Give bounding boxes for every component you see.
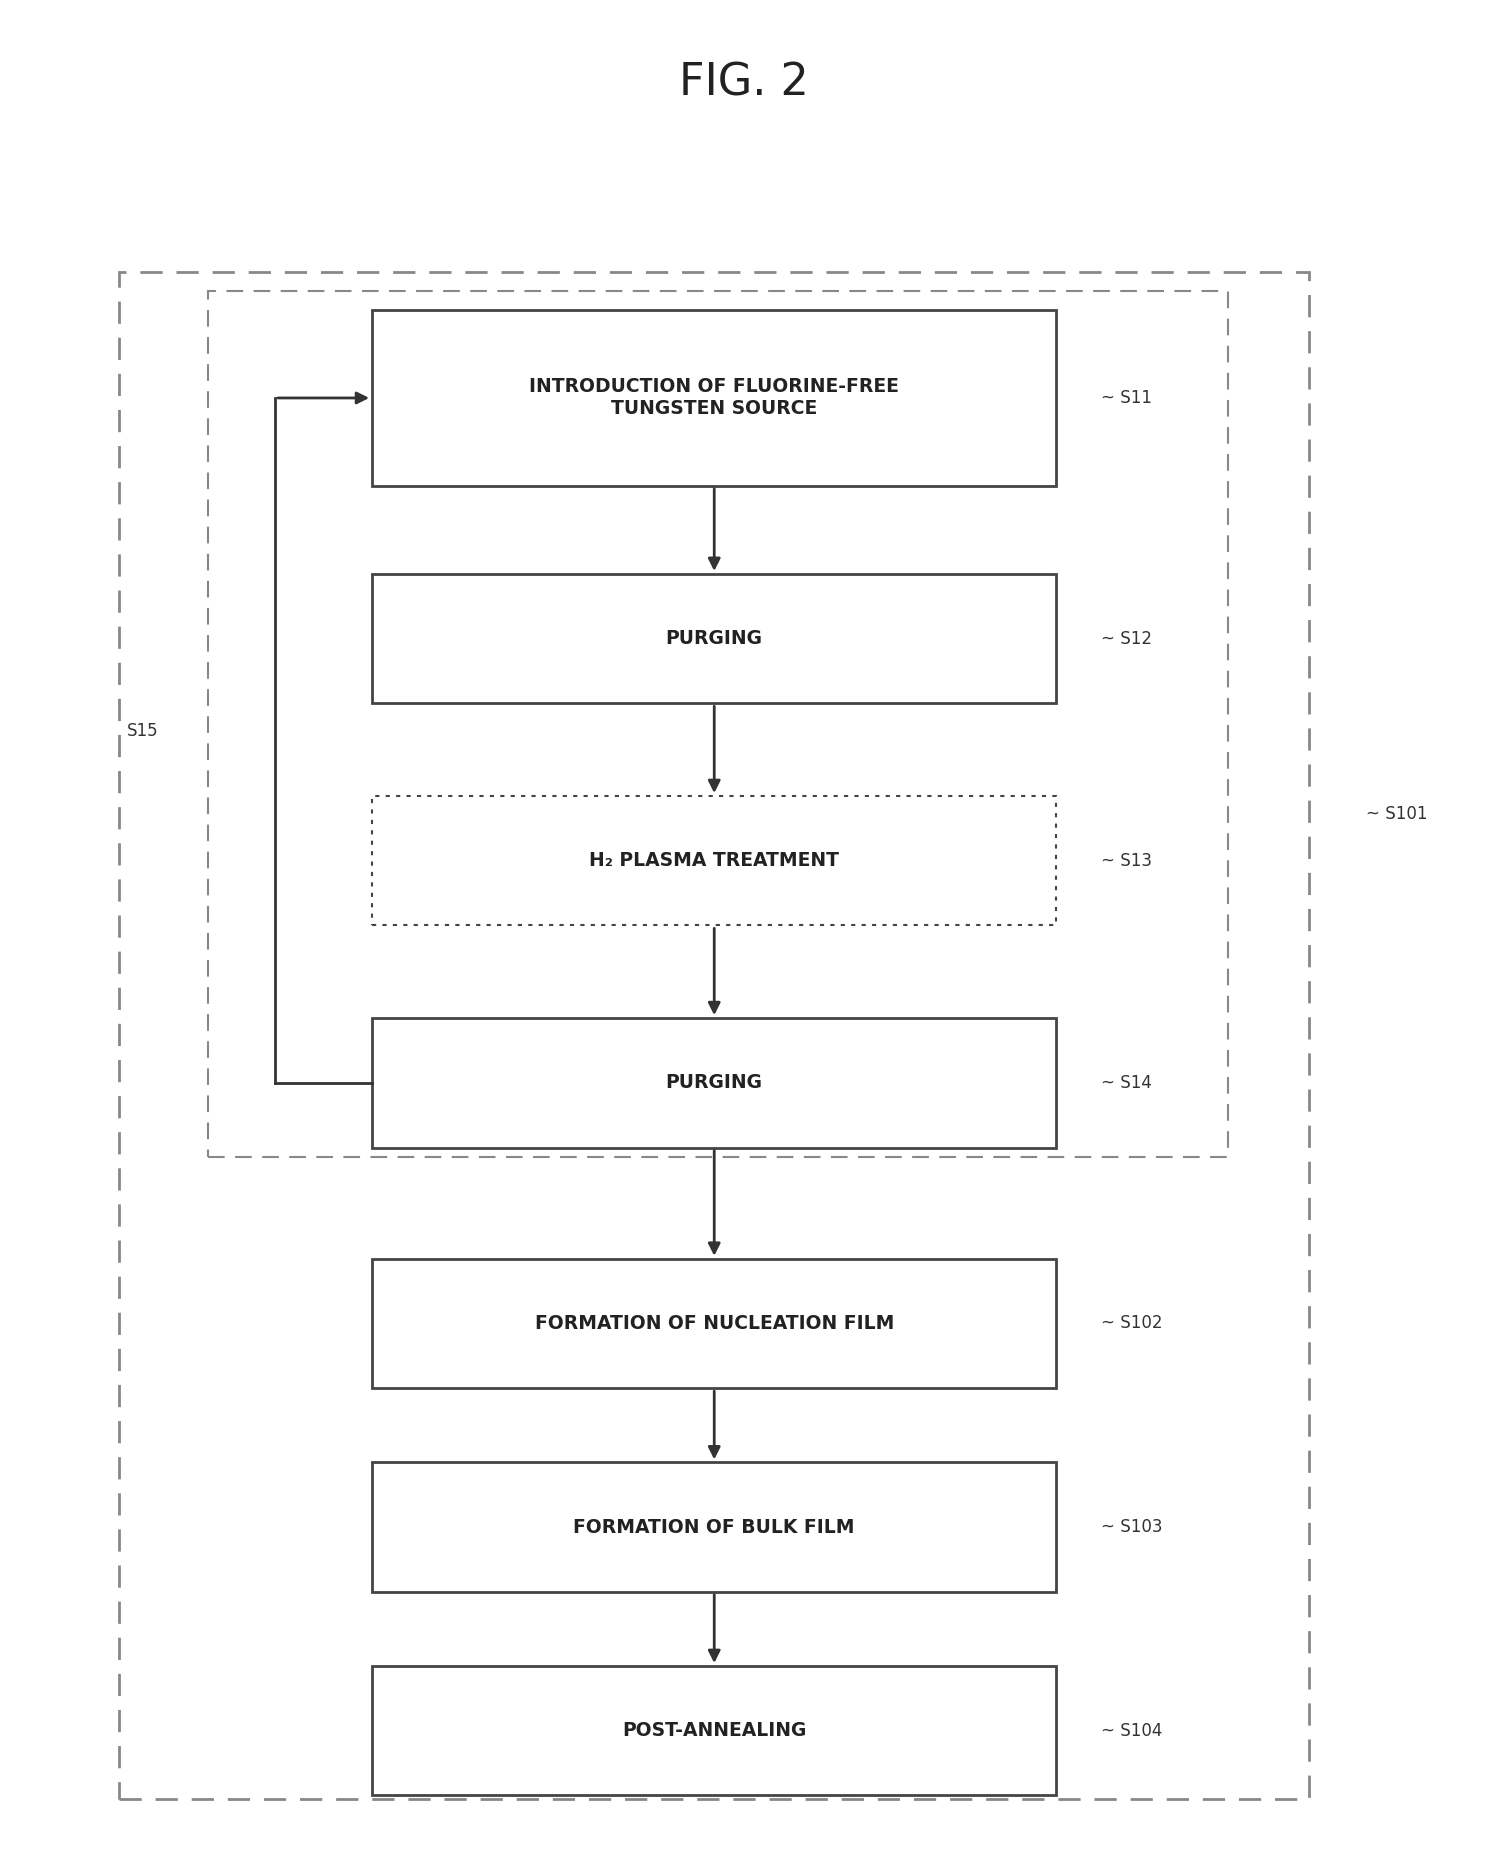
Text: ~ S104: ~ S104	[1101, 1721, 1162, 1740]
Text: ~ S13: ~ S13	[1101, 851, 1152, 870]
Text: POST-ANNEALING: POST-ANNEALING	[622, 1721, 806, 1740]
Text: ~ S101: ~ S101	[1366, 805, 1427, 824]
Text: S15: S15	[126, 722, 159, 740]
Bar	[372, 1259, 1056, 1388]
Text: FORMATION OF BULK FILM: FORMATION OF BULK FILM	[573, 1518, 856, 1536]
Text: ~ S14: ~ S14	[1101, 1074, 1152, 1092]
Text: ~ S103: ~ S103	[1101, 1518, 1162, 1536]
Bar	[119, 272, 1309, 1799]
Bar	[372, 574, 1056, 703]
Bar	[372, 1462, 1056, 1592]
Text: ~ S11: ~ S11	[1101, 389, 1152, 407]
Text: ~ S102: ~ S102	[1101, 1314, 1162, 1333]
Text: H₂ PLASMA TREATMENT: H₂ PLASMA TREATMENT	[589, 851, 839, 870]
Text: INTRODUCTION OF FLUORINE-FREE
TUNGSTEN SOURCE: INTRODUCTION OF FLUORINE-FREE TUNGSTEN S…	[530, 378, 899, 418]
Bar	[372, 796, 1056, 926]
Bar	[208, 291, 1228, 1157]
Bar	[372, 1018, 1056, 1148]
Bar	[372, 311, 1056, 487]
Text: PURGING: PURGING	[665, 1074, 763, 1092]
Text: FIG. 2: FIG. 2	[679, 61, 809, 106]
Text: FORMATION OF NUCLEATION FILM: FORMATION OF NUCLEATION FILM	[534, 1314, 894, 1333]
Bar	[372, 1666, 1056, 1795]
Text: PURGING: PURGING	[665, 629, 763, 648]
Text: ~ S12: ~ S12	[1101, 629, 1152, 648]
